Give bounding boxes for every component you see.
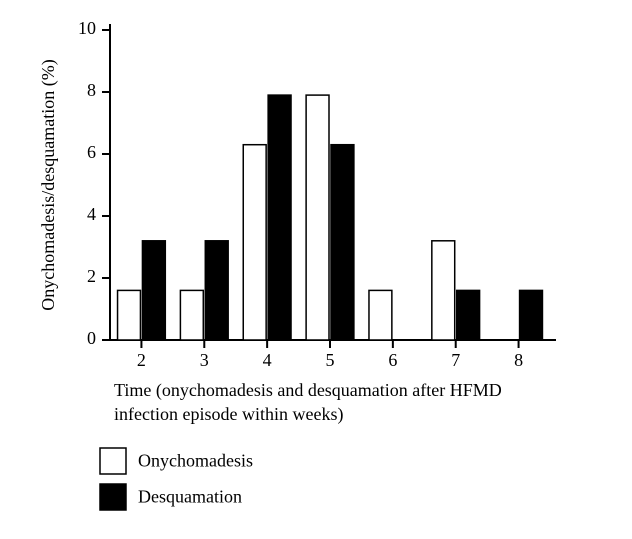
chart-container: 0 2 4 6 8 10 Onychomadesis/desquamation (%) 2 3 4… xyxy=(0,0,632,539)
x-tick-label: 5 xyxy=(326,350,335,370)
bar-onychomadesis xyxy=(369,290,392,340)
bar-desquamation xyxy=(520,290,543,340)
bar-onychomadesis xyxy=(180,290,203,340)
bar-desquamation xyxy=(142,241,165,340)
bar-desquamation xyxy=(268,95,291,340)
y-tick-label: 0 xyxy=(87,328,96,348)
y-axis-title: Onychomadesis/desquamation (%) xyxy=(38,59,59,310)
legend-swatch-desquamation xyxy=(100,484,126,510)
x-tick-label: 3 xyxy=(200,350,209,370)
x-tick-label: 6 xyxy=(388,350,397,370)
bar-desquamation xyxy=(331,145,354,340)
legend-swatch-onychomadesis xyxy=(100,448,126,474)
bar-onychomadesis xyxy=(243,145,266,340)
legend-label: Onychomadesis xyxy=(138,451,253,471)
y-tick-label: 2 xyxy=(87,266,96,286)
bar-desquamation xyxy=(457,290,480,340)
x-tick-label: 8 xyxy=(514,350,523,370)
x-axis-title-line2: infection episode within weeks) xyxy=(114,404,343,425)
x-tick-label: 7 xyxy=(451,350,460,370)
bar-onychomadesis xyxy=(432,241,455,340)
x-tick-label: 4 xyxy=(263,350,272,370)
bar-desquamation xyxy=(205,241,228,340)
bar-onychomadesis xyxy=(306,95,329,340)
y-tick-label: 4 xyxy=(87,204,96,224)
x-tick-label: 2 xyxy=(137,350,146,370)
bar-onychomadesis xyxy=(118,290,141,340)
y-tick-label: 10 xyxy=(78,18,96,38)
y-tick-label: 6 xyxy=(87,142,96,162)
legend-label: Desquamation xyxy=(138,487,242,507)
bar-chart: 0 2 4 6 8 10 Onychomadesis/desquamation (%) 2 3 4… xyxy=(0,0,632,539)
y-tick-label: 8 xyxy=(87,80,96,100)
x-axis-title-line1: Time (onychomadesis and desquamation aft… xyxy=(114,380,502,401)
